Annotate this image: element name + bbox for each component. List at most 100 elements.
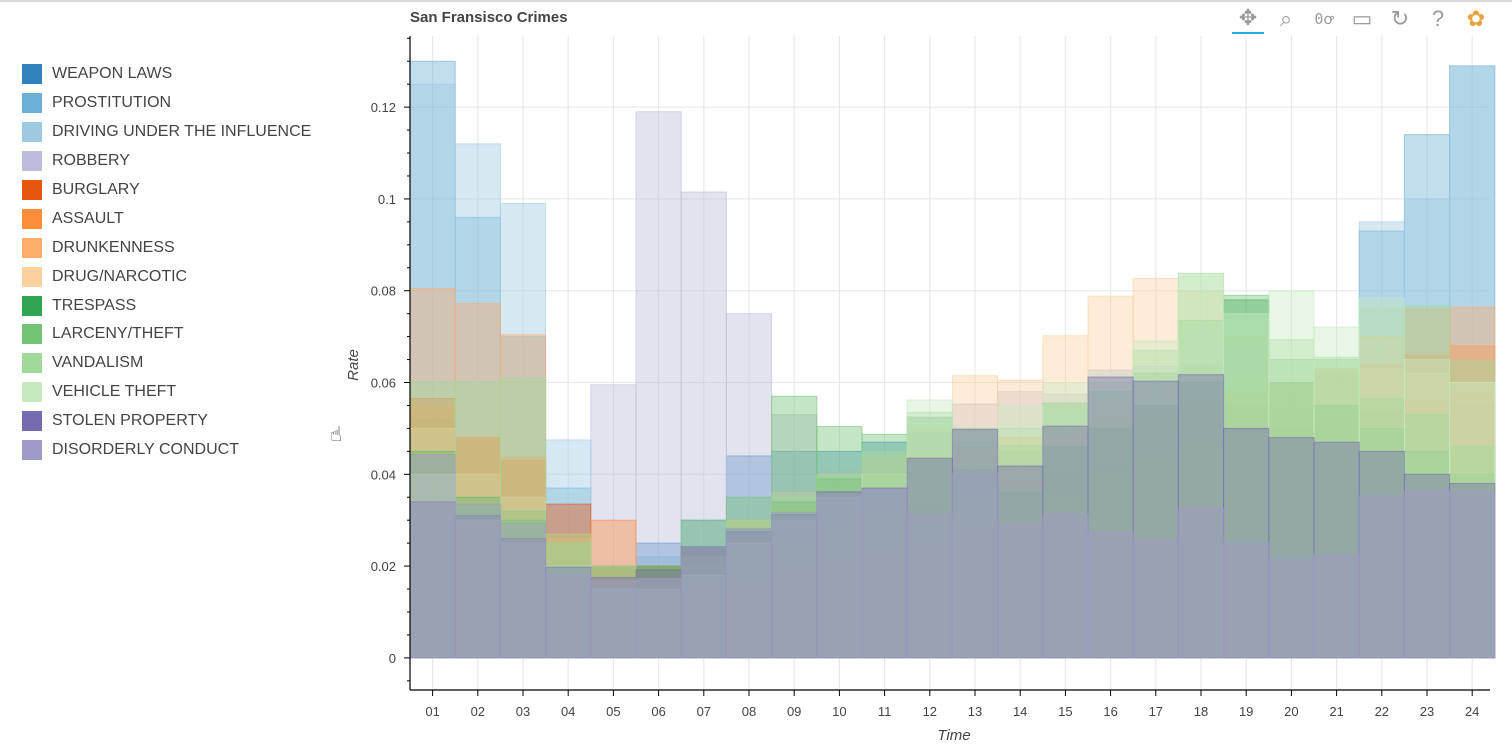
bar	[861, 450, 908, 659]
bar	[1313, 404, 1360, 659]
bar	[906, 514, 953, 659]
x-tick-label: 21	[1329, 704, 1343, 719]
legend-item[interactable]: DRUG/NARCOTIC	[22, 262, 342, 291]
legend-item[interactable]: TRESPASS	[22, 291, 342, 320]
bar	[816, 426, 863, 659]
legend-item[interactable]: WEAPON LAWS	[22, 60, 342, 89]
bar	[1358, 336, 1405, 659]
legend-label: LARCENY/THEFT	[52, 325, 184, 343]
legend-item[interactable]: VEHICLE THEFT	[22, 378, 342, 407]
bar	[1223, 404, 1270, 659]
legend-label: ASSAULT	[52, 209, 124, 227]
series-group	[409, 299, 1496, 659]
bar	[1177, 427, 1225, 659]
y-tick-label: 0.06	[371, 376, 396, 391]
bar	[499, 542, 547, 659]
bar	[1087, 464, 1134, 659]
bar	[454, 503, 501, 659]
legend-item[interactable]: STOLEN PROPERTY	[22, 407, 342, 436]
legend-item[interactable]: VANDALISM	[22, 349, 342, 378]
bar	[1177, 363, 1225, 659]
legend-item[interactable]: DISORDERLY CONDUCT	[22, 436, 342, 465]
bar	[771, 414, 818, 659]
bar	[1087, 418, 1134, 659]
bar	[545, 439, 592, 659]
bar	[1268, 437, 1315, 659]
x-tick-label: 18	[1194, 704, 1208, 719]
bar	[725, 542, 773, 659]
legend-item[interactable]: BURGLARY	[22, 176, 342, 205]
bar	[1268, 414, 1315, 659]
bar	[1087, 427, 1134, 659]
box-zoom-tool-icon[interactable]: ⌕	[1279, 6, 1293, 31]
x-tick-label: 24	[1465, 704, 1479, 719]
bar	[771, 574, 818, 659]
bar	[635, 569, 682, 659]
bar	[499, 538, 547, 659]
series-group	[409, 287, 1496, 659]
bar	[680, 546, 727, 659]
x-tick-label: 01	[425, 704, 439, 719]
bar	[1313, 441, 1360, 659]
bar	[816, 469, 863, 659]
bar	[1223, 427, 1270, 659]
bar	[1268, 290, 1315, 659]
bokeh-logo-icon[interactable]: ✿	[1466, 6, 1486, 31]
bar	[499, 334, 547, 659]
legend-swatch	[22, 324, 42, 345]
bar	[590, 565, 637, 659]
help-tool-icon[interactable]: ?	[1431, 6, 1445, 31]
bar	[680, 547, 727, 659]
legend-label: VEHICLE THEFT	[52, 383, 177, 401]
legend-item[interactable]: LARCENY/THEFT	[22, 320, 342, 349]
bar	[1403, 490, 1451, 659]
legend-item[interactable]: PROSTITUTION	[22, 89, 342, 118]
bar	[951, 427, 999, 659]
bar	[545, 566, 592, 659]
reset-tool-icon[interactable]: ↻	[1390, 6, 1410, 31]
bar	[906, 519, 953, 659]
legend-swatch	[22, 64, 42, 85]
bar	[1223, 437, 1270, 659]
bar	[635, 577, 682, 659]
x-tick-label: 03	[516, 704, 530, 719]
bar	[906, 547, 953, 659]
bar	[545, 565, 592, 659]
bar	[590, 577, 637, 659]
legend-item[interactable]: DRIVING UNDER THE INFLUENCE	[22, 118, 342, 147]
bar	[1403, 414, 1451, 659]
legend-item[interactable]: DRUNKENNESS	[22, 233, 342, 262]
bar	[1403, 134, 1451, 659]
x-tick-label: 22	[1375, 704, 1389, 719]
legend-swatch	[22, 208, 42, 229]
series-group	[409, 272, 1496, 659]
bar	[1313, 427, 1360, 659]
bar	[906, 416, 953, 659]
legend-label: DRUG/NARCOTIC	[52, 267, 188, 285]
bar	[1313, 372, 1360, 659]
window-top-border	[0, 0, 1512, 2]
x-tick-label: 07	[697, 704, 711, 719]
bar	[861, 473, 908, 659]
bar	[951, 446, 999, 659]
bar	[861, 473, 908, 659]
chart-legend: WEAPON LAWS PROSTITUTION DRIVING UNDER THE…	[22, 60, 342, 464]
bar	[1268, 382, 1315, 659]
bar	[1358, 398, 1405, 659]
x-tick-label: 15	[1058, 704, 1072, 719]
x-tick-label: 02	[471, 704, 485, 719]
legend-swatch	[22, 237, 42, 258]
bar	[951, 472, 999, 659]
bar	[725, 583, 773, 659]
bar	[1449, 473, 1496, 659]
legend-item[interactable]: ASSAULT	[22, 204, 342, 233]
save-tool-icon[interactable]: ▭	[1351, 6, 1373, 31]
legend-item[interactable]: ROBBERY	[22, 147, 342, 176]
legend-swatch	[22, 122, 42, 143]
x-tick-label: 05	[606, 704, 620, 719]
wheel-zoom-tool-icon[interactable]: 0ꝍ	[1314, 9, 1334, 28]
bar	[1358, 368, 1405, 659]
bar	[1403, 305, 1451, 659]
pan-tool-icon[interactable]: ✥	[1232, 4, 1264, 34]
